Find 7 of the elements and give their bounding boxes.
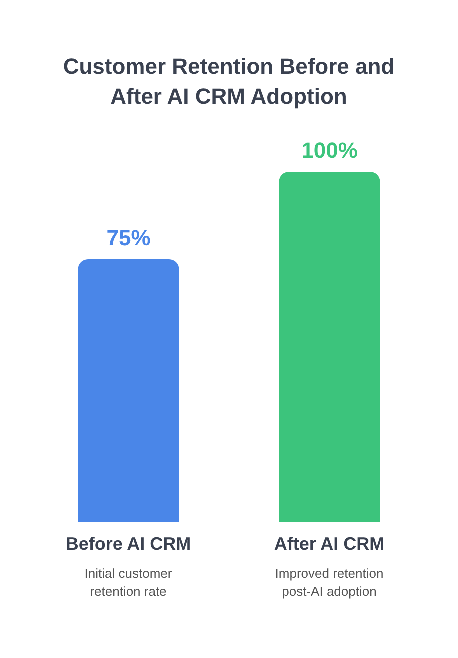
data-label: 100%	[302, 138, 358, 163]
text: Improved retention post-AI adoption	[274, 565, 385, 601]
x-tick-label: After AI CRM	[273, 534, 386, 555]
x-tick-label: Before AI CRM	[64, 534, 192, 555]
data-label: 75%	[106, 226, 151, 250]
text: Initial customer retention rate	[84, 565, 174, 601]
chart-title: Customer Retention Before and After AI CRM Adoption	[62, 53, 396, 111]
